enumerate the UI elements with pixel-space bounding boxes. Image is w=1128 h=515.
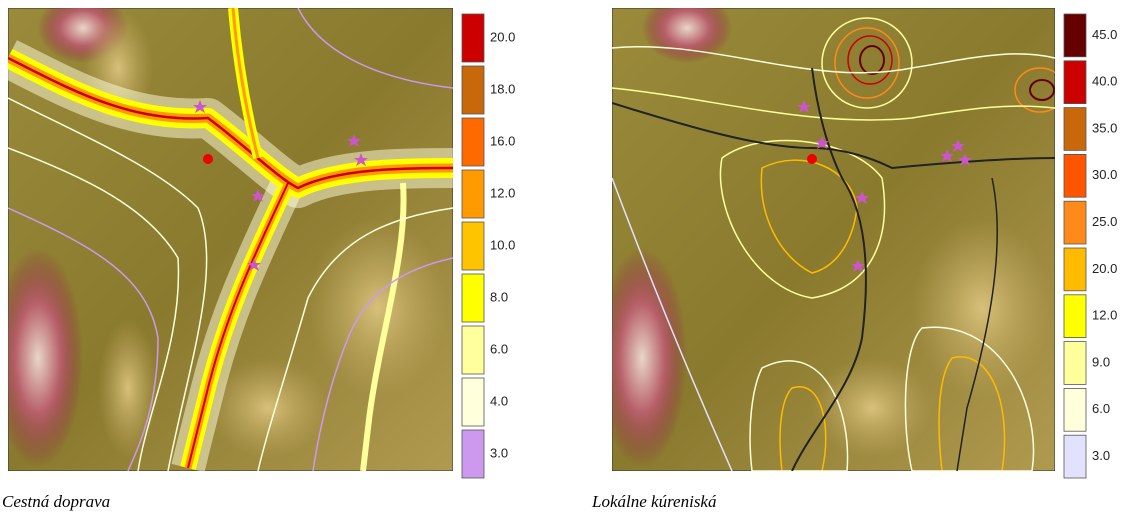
legend-swatch [1064, 14, 1086, 57]
legend-label: 3.0 [490, 445, 508, 460]
map-local-heating [612, 8, 1055, 471]
legend-swatch [462, 170, 484, 218]
legend-swatch [1064, 342, 1086, 385]
legend: 45.0 40.0 35.0 30.0 25.0 20.0 12.0 9.0 6.0 3.0 [1060, 10, 1128, 485]
legend-label: 10.0 [490, 237, 515, 252]
legend-swatch [1064, 248, 1086, 291]
legend-swatch [1064, 201, 1086, 244]
legend-label: 25.0 [1092, 214, 1117, 229]
legend-label: 16.0 [490, 133, 515, 148]
legend-swatch [1064, 61, 1086, 104]
legend-label: 20.0 [1092, 261, 1117, 276]
legend-label: 40.0 [1092, 74, 1117, 89]
legend-label: 4.0 [490, 393, 508, 408]
legend-label: 6.0 [490, 341, 508, 356]
legend-label: 8.0 [490, 289, 508, 304]
legend-swatch [462, 222, 484, 270]
legend-label: 12.0 [1092, 308, 1117, 323]
caption: Lokálne kúreniská [592, 492, 716, 512]
figure: 20.0 18.0 16.0 12.0 10.0 8.0 6.0 4.0 3.0 45.0 40.… [0, 0, 1128, 515]
legend-label: 45.0 [1092, 27, 1117, 42]
legend-swatch [462, 430, 484, 478]
legend-swatch [1064, 108, 1086, 151]
legend-label: 6.0 [1092, 401, 1110, 416]
legend-swatch [1064, 388, 1086, 431]
legend-label: 35.0 [1092, 120, 1117, 135]
legend-swatch [462, 14, 484, 62]
legend: 20.0 18.0 16.0 12.0 10.0 8.0 6.0 4.0 3.0 [458, 10, 538, 485]
legend-swatch [462, 378, 484, 426]
legend-label: 12.0 [490, 185, 515, 200]
legend-label: 3.0 [1092, 448, 1110, 463]
legend-swatch [462, 274, 484, 322]
legend-swatch [1064, 435, 1086, 478]
legend-label: 18.0 [490, 81, 515, 96]
legend-swatch [462, 118, 484, 166]
legend-label: 30.0 [1092, 167, 1117, 182]
caption: Cestná doprava [2, 492, 110, 512]
legend-label: 9.0 [1092, 354, 1110, 369]
legend-swatch [1064, 154, 1086, 197]
map-road-traffic [8, 8, 453, 471]
legend-swatch [462, 66, 484, 114]
legend-swatch [1064, 295, 1086, 338]
legend-label: 20.0 [490, 29, 515, 44]
legend-swatch [462, 326, 484, 374]
